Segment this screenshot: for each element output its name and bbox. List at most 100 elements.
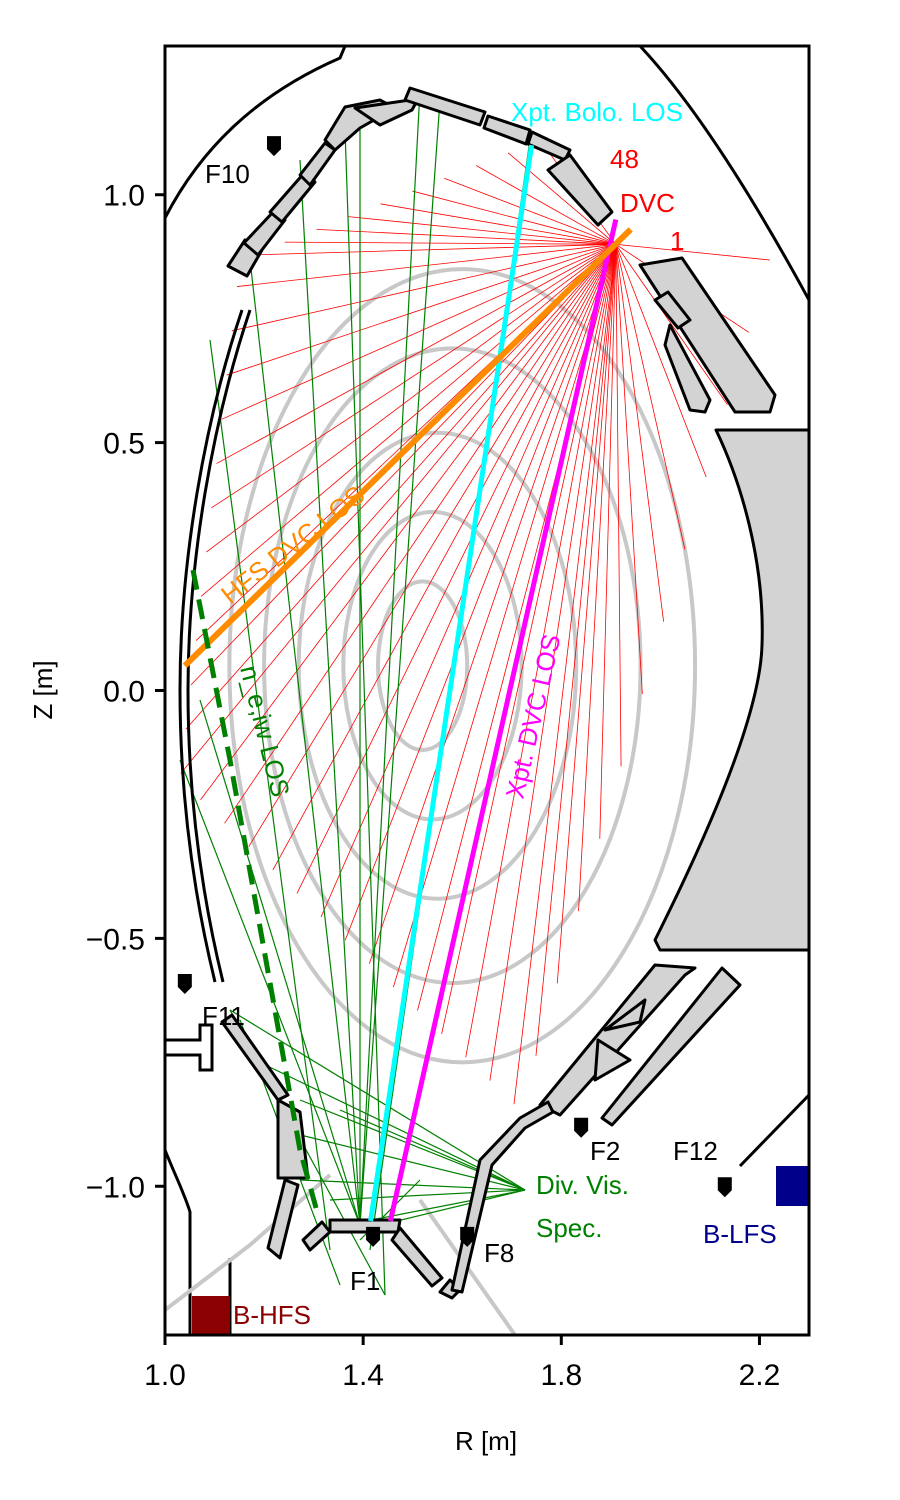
xpt-dvc-los [387,218,619,1222]
dvc-chord [489,244,617,1081]
marker-pin-f2 [574,1117,589,1138]
dvc-chord [615,244,728,405]
dvc-chord [221,243,616,420]
dvc-chord [348,216,616,245]
dvc-chord [513,244,617,1105]
dvc-label: DVC [620,188,675,218]
inner-bracket [165,1023,214,1072]
dvc-chord [200,244,617,597]
dvc-chord [393,244,617,988]
b-hfs-label: B-HFS [233,1300,311,1330]
dvc-chord [615,244,665,622]
dvc-chord [615,244,622,767]
green-chord [359,89,421,1226]
dvc-chord [615,244,686,550]
dvc-chord [248,244,617,847]
hfs-dvc-los [182,227,633,668]
dvc-chord [615,244,707,478]
x-axis-label: R [m] [455,1426,517,1456]
dvc-chord [465,244,617,1058]
green-chord [359,99,441,1226]
x-tick-label: 1.8 [540,1359,582,1392]
green-chord [199,699,361,1226]
inner-wall [178,309,252,983]
markers [177,136,732,1247]
marker-pin-f8 [460,1226,475,1247]
x-tick-label: 1.0 [144,1359,186,1392]
separatrix-leg [165,1173,332,1312]
xpt-bolo-label: Xpt. Bolo. LOS [511,97,683,127]
dvc-chord [316,228,616,245]
dvc-chord [578,244,617,912]
marker-label-f1: F1 [350,1266,380,1296]
marker-label-f2: F2 [590,1136,620,1166]
green-chord [229,1009,526,1191]
marker-label-f8: F8 [484,1238,514,1268]
x-tick-label: 1.4 [342,1359,384,1392]
flux-surface [376,579,470,752]
xpt-bolo-los [368,144,535,1222]
dvc-chord [216,243,616,464]
dvc-first-channel: 1 [670,226,684,256]
dvc-chord [190,244,617,686]
dvc-chord [615,244,643,695]
ne-iw-los [190,569,321,1216]
b-lfs-probe [776,1166,809,1206]
flux-surface [227,267,698,1065]
y-axis-label: Z [m] [28,660,58,719]
xpt-dvc-label: Xpt. DVC LOS [500,631,567,801]
marker-label-f12: F12 [673,1136,718,1166]
marker-label-f10: F10 [205,159,250,189]
green-chord [249,259,361,1226]
y-axis: 1.0 0.5 0.0 −0.5 −1.0 [86,180,165,1204]
dvc-chord [296,244,617,894]
dvc-fan [180,139,771,1105]
dvc-chord [284,241,616,245]
y-tick-label: 1.0 [103,180,145,213]
x-tick-label: 2.2 [739,1359,781,1392]
dvc-chord [535,244,617,1056]
dvc-chord [206,243,617,553]
flux-surface [341,510,524,822]
dvc-chord [599,244,617,839]
marker-pin-f11 [177,974,192,995]
dvc-chord [344,244,617,941]
vessel-wall [165,46,809,1335]
dvc-chord [200,244,617,801]
y-tick-label: 0.0 [103,676,145,709]
dvc-chord [252,243,616,256]
dvc-chord [236,243,616,287]
dvc-chord [556,244,617,984]
x-axis: 1.0 1.4 1.8 2.2 [144,1335,780,1392]
green-chord [299,159,361,1226]
dvc-chord [231,243,616,332]
dvc-chord [441,244,617,1035]
dvc-chord [226,243,616,376]
wall-tiles [220,86,809,1300]
b-lfs-label: B-LFS [703,1219,777,1249]
marker-label-f11: F11 [202,1001,245,1031]
marker-pin-f12 [717,1177,732,1198]
marker-pin-f1 [366,1226,381,1247]
green-chord [209,339,331,1251]
y-tick-label: 0.5 [103,428,145,461]
y-tick-label: −0.5 [86,923,145,956]
dvc-chord [380,203,616,245]
dvc-chord [475,165,616,245]
green-chord [339,1109,526,1191]
green-chord [329,1189,526,1201]
dvc-chord [185,244,617,730]
marker-pin-f10 [266,136,281,157]
b-hfs-probe [192,1296,230,1335]
dvc-chord [224,244,617,824]
dvc-chord [444,177,616,245]
dvc-chord [272,244,617,871]
div-vis-label-2: Spec. [536,1213,603,1243]
y-tick-label: −1.0 [86,1171,145,1204]
dvc-chord [412,190,616,245]
dvc-last-channel: 48 [610,144,639,174]
dvc-chord [211,243,617,509]
dvc-chord [615,243,771,261]
div-vis-label-1: Div. Vis. [536,1170,629,1200]
